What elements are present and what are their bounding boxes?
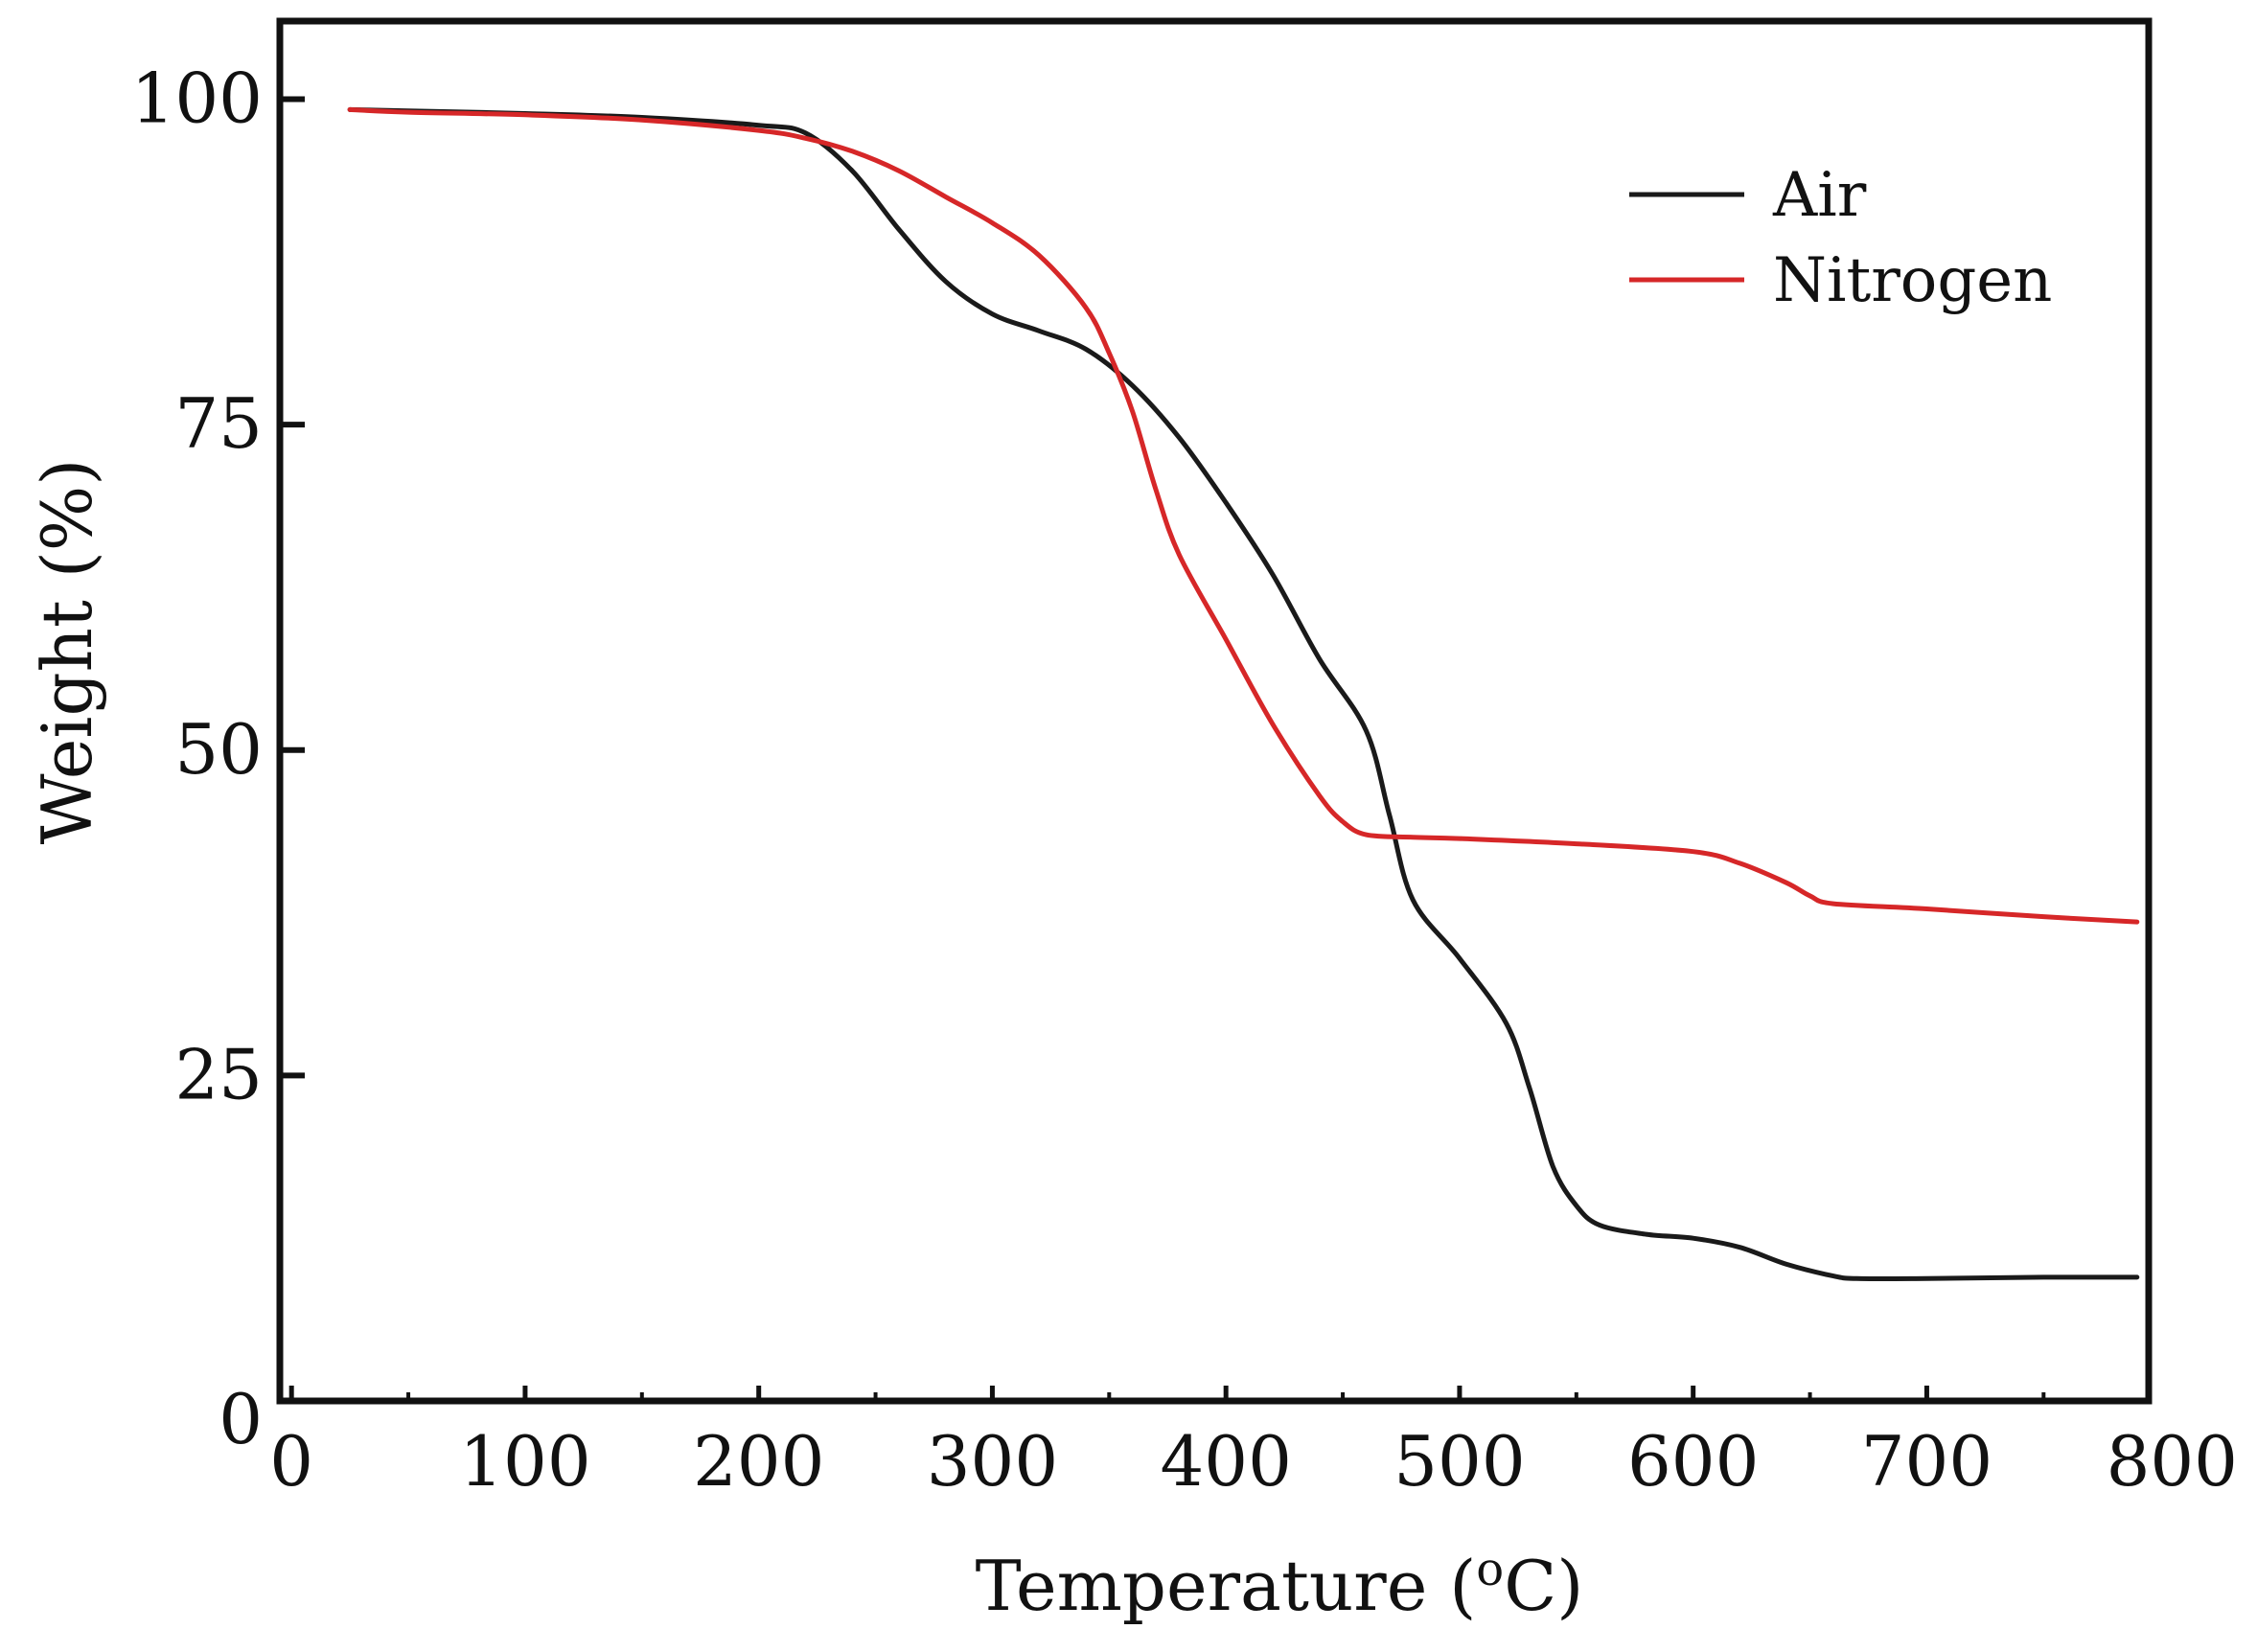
x-tick-label: 100 bbox=[459, 1421, 590, 1502]
y-tick-label: 100 bbox=[131, 58, 263, 139]
x-tick-label: 300 bbox=[927, 1421, 1058, 1502]
x-axis-title: Temperature (oC) bbox=[976, 1543, 1584, 1626]
series-line-air bbox=[347, 106, 2140, 1282]
y-tick-label: 0 bbox=[219, 1379, 263, 1459]
x-tick-label: 800 bbox=[2107, 1421, 2238, 1502]
y-tick-label: 50 bbox=[174, 709, 263, 790]
x-tick-label: 0 bbox=[269, 1421, 313, 1502]
plot-frame bbox=[276, 17, 2153, 1405]
x-tick-label: 200 bbox=[693, 1421, 824, 1502]
x-axis-title-superscript: o bbox=[1476, 1543, 1504, 1596]
x-tick-label: 600 bbox=[1627, 1421, 1759, 1502]
x-tick-label: 500 bbox=[1393, 1421, 1525, 1502]
x-axis-ticks: 0 100 200 300 400 500 600 700 800 bbox=[269, 1386, 2238, 1502]
x-tick-label: 400 bbox=[1160, 1421, 1291, 1502]
y-tick-label: 75 bbox=[174, 383, 263, 464]
legend-label-air: Air bbox=[1772, 160, 1867, 231]
x-tick-label: 700 bbox=[1861, 1421, 1992, 1502]
series-line-nitrogen bbox=[347, 106, 2140, 925]
legend-label-nitrogen: Nitrogen bbox=[1773, 245, 2052, 316]
y-tick-label: 25 bbox=[174, 1034, 263, 1114]
y-axis-title: Weight (%) bbox=[27, 459, 107, 845]
legend: Air Nitrogen bbox=[1629, 160, 2052, 316]
y-axis-ticks: 0 25 50 75 100 bbox=[131, 58, 305, 1459]
